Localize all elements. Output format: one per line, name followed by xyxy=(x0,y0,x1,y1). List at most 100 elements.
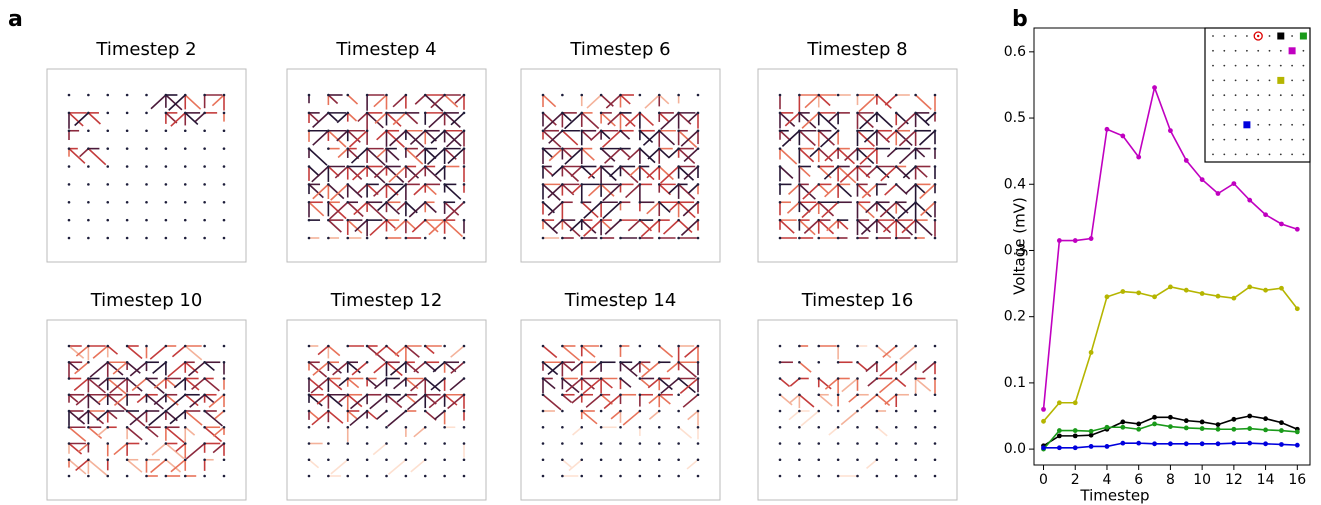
network-node xyxy=(87,377,90,380)
network-edge xyxy=(687,410,699,421)
network-node xyxy=(327,218,330,222)
network-node xyxy=(183,165,187,168)
network-node xyxy=(696,474,700,478)
network-node xyxy=(385,129,388,133)
network-edge xyxy=(129,410,148,426)
network-edge xyxy=(561,148,572,158)
network-node xyxy=(875,218,879,222)
network-node xyxy=(933,393,937,397)
network-node xyxy=(327,111,330,115)
network-node xyxy=(125,474,129,478)
network-edge xyxy=(915,94,932,110)
network-edge xyxy=(385,201,400,215)
network-node xyxy=(875,344,879,348)
network-node xyxy=(125,236,129,240)
data-point xyxy=(1072,433,1078,439)
network-node xyxy=(541,111,545,115)
network-edge xyxy=(781,130,800,147)
network-edge xyxy=(803,219,820,234)
network-node xyxy=(145,200,148,204)
network-node xyxy=(145,458,148,462)
network-node xyxy=(856,165,859,168)
network-node xyxy=(87,344,90,348)
network-node xyxy=(599,442,603,445)
network-edge xyxy=(627,148,641,161)
data-point xyxy=(1279,428,1284,433)
network-edge xyxy=(600,130,611,140)
network-node xyxy=(203,442,206,445)
network-edge xyxy=(542,183,561,201)
network-node xyxy=(87,409,90,413)
network-edge xyxy=(327,345,341,357)
network-node xyxy=(365,458,369,462)
network-node xyxy=(67,377,71,380)
network-edge xyxy=(424,165,442,182)
network-node xyxy=(817,393,821,397)
inset-node xyxy=(1302,79,1305,82)
network-edge xyxy=(308,394,323,407)
network-node xyxy=(462,344,466,348)
network-node xyxy=(385,200,388,204)
network-node xyxy=(125,442,129,445)
x-tick-label: 6 xyxy=(1134,472,1143,488)
network-node xyxy=(798,344,801,348)
network-edge xyxy=(194,112,206,123)
network-node xyxy=(145,474,148,478)
network-node xyxy=(145,360,148,364)
network-node xyxy=(856,218,859,222)
network-node xyxy=(894,344,898,348)
network-node xyxy=(856,111,859,115)
network-node xyxy=(914,165,917,168)
network-node xyxy=(462,218,466,222)
network-node xyxy=(443,147,446,150)
network-node xyxy=(933,458,937,462)
network-node xyxy=(183,147,187,150)
network-node xyxy=(638,200,642,204)
plot-frame xyxy=(1033,27,1311,466)
network-edge xyxy=(308,361,328,378)
network-edge xyxy=(444,94,459,108)
network-node xyxy=(677,409,680,413)
network-edge xyxy=(802,183,820,200)
network-edge xyxy=(327,201,347,220)
network-node xyxy=(67,111,71,115)
network-edge xyxy=(680,219,699,236)
inset-node xyxy=(1268,35,1271,37)
network-node xyxy=(875,393,879,397)
network-edge xyxy=(126,410,146,427)
network-node xyxy=(894,165,898,168)
network-node xyxy=(836,442,840,445)
network-node xyxy=(599,218,603,222)
network-edge xyxy=(413,183,426,196)
inset-node xyxy=(1246,64,1248,67)
inset-node xyxy=(1223,35,1226,37)
network-node xyxy=(183,409,187,413)
data-point xyxy=(1056,445,1062,451)
data-point xyxy=(1136,154,1142,160)
network-node xyxy=(183,183,187,186)
network-edge xyxy=(901,219,917,234)
inset-node xyxy=(1257,123,1260,126)
inset-node xyxy=(1302,138,1305,141)
network-node xyxy=(346,147,350,150)
network-node xyxy=(106,344,110,348)
network-edge xyxy=(542,345,558,359)
network-edge xyxy=(447,394,465,410)
network-node xyxy=(203,425,206,429)
network-node xyxy=(307,183,311,186)
network-node xyxy=(677,93,680,97)
network-node xyxy=(619,236,622,240)
network-node xyxy=(67,93,71,97)
network-edge xyxy=(165,442,185,460)
network-node xyxy=(580,409,584,413)
data-point xyxy=(1199,441,1205,447)
network-node xyxy=(87,218,90,222)
network-node xyxy=(164,129,168,133)
inset-node xyxy=(1268,123,1271,126)
network-edge xyxy=(667,148,680,159)
network xyxy=(67,344,226,478)
inset-node xyxy=(1302,109,1305,111)
network-node xyxy=(346,425,350,429)
network-edge xyxy=(327,377,343,391)
inset-node xyxy=(1212,35,1214,37)
